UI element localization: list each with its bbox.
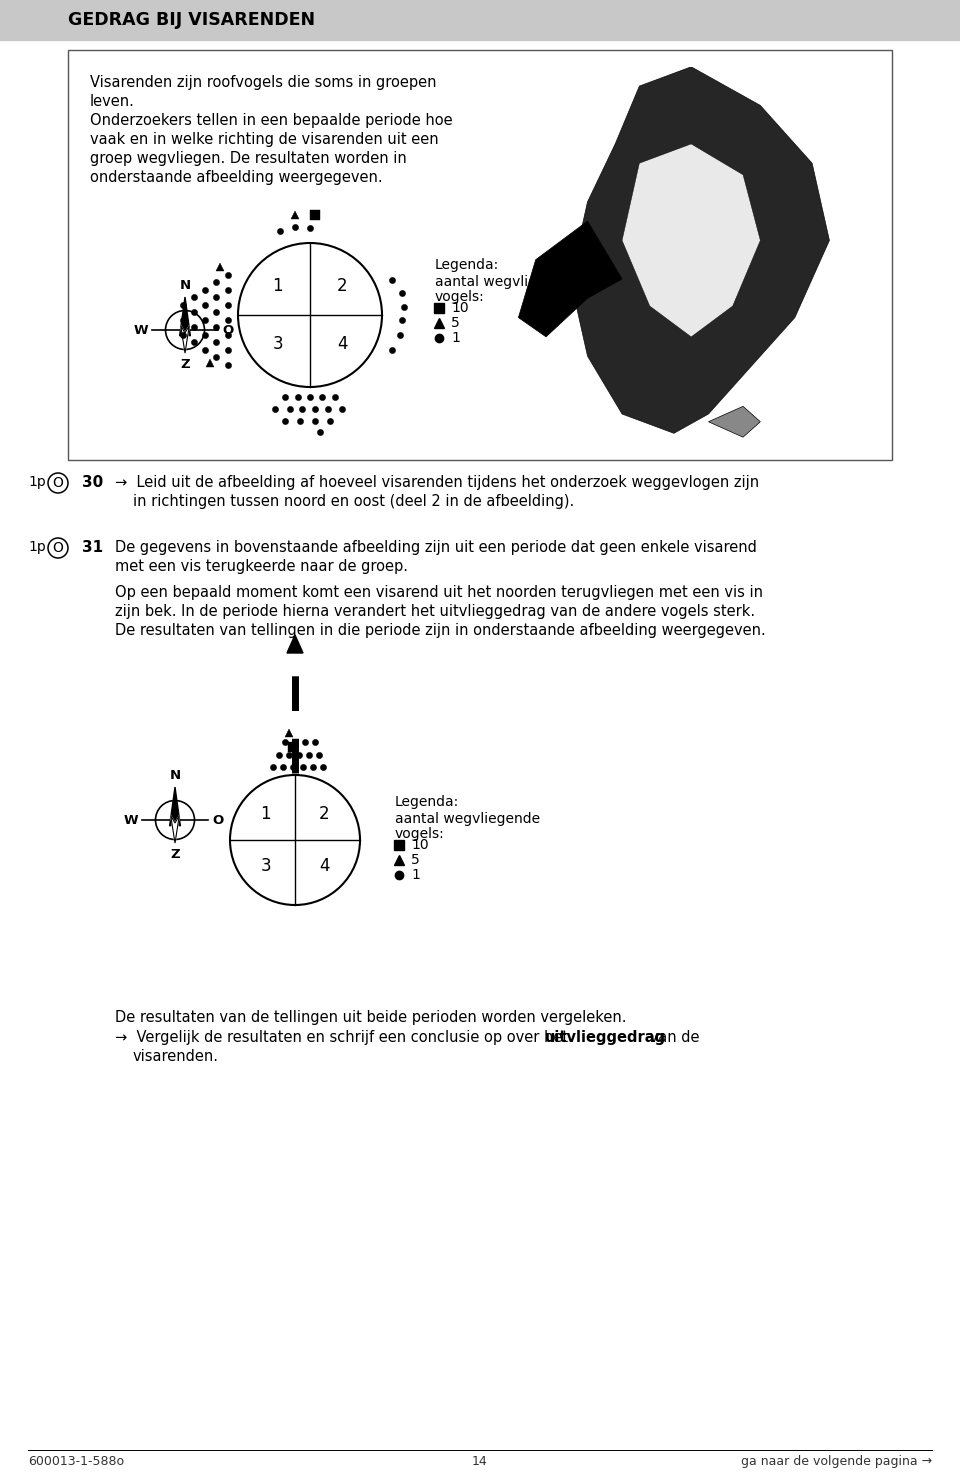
Circle shape: [48, 539, 68, 558]
Text: leven.: leven.: [90, 93, 134, 108]
Text: →  Vergelijk de resultaten en schrijf een conclusie op over het: → Vergelijk de resultaten en schrijf een…: [115, 1030, 573, 1045]
Text: 30: 30: [82, 475, 104, 490]
Text: 2: 2: [337, 278, 348, 295]
Text: in richtingen tussen noord en oost (deel 2 in de afbeelding).: in richtingen tussen noord en oost (deel…: [133, 494, 574, 509]
Text: aantal wegvliegende: aantal wegvliegende: [395, 812, 540, 827]
Text: N: N: [169, 769, 180, 782]
Text: N: N: [180, 279, 191, 292]
Text: 1: 1: [260, 804, 271, 824]
Polygon shape: [287, 635, 303, 653]
Polygon shape: [180, 297, 190, 335]
PathPatch shape: [622, 144, 760, 337]
Text: Op een bepaald moment komt een visarend uit het noorden terugvliegen met een vis: Op een bepaald moment komt een visarend …: [115, 585, 763, 600]
Text: 10: 10: [411, 838, 428, 852]
Text: 5: 5: [411, 853, 420, 867]
Text: zijn bek. In de periode hierna verandert het uitvlieggedrag van de andere vogels: zijn bek. In de periode hierna verandert…: [115, 604, 756, 619]
Text: groep wegvliegen. De resultaten worden in: groep wegvliegen. De resultaten worden i…: [90, 151, 407, 166]
Text: vogels:: vogels:: [435, 289, 485, 304]
Text: →  Leid uit de afbeelding af hoeveel visarenden tijdens het onderzoek weggevloge: → Leid uit de afbeelding af hoeveel visa…: [115, 475, 759, 490]
Text: O: O: [53, 476, 63, 490]
Text: Legenda:: Legenda:: [395, 795, 459, 809]
Text: Z: Z: [170, 847, 180, 861]
Text: O: O: [53, 542, 63, 555]
Text: van de: van de: [645, 1030, 700, 1045]
Bar: [68, 50, 892, 460]
Circle shape: [238, 243, 382, 387]
Text: O: O: [222, 324, 233, 337]
Circle shape: [230, 775, 360, 905]
PathPatch shape: [518, 221, 622, 337]
Text: 600013-1-588o: 600013-1-588o: [28, 1454, 124, 1468]
PathPatch shape: [570, 67, 829, 433]
Text: 1: 1: [273, 278, 283, 295]
Text: 4: 4: [319, 856, 329, 876]
Text: 14: 14: [472, 1454, 488, 1468]
Circle shape: [156, 800, 195, 840]
Text: W: W: [133, 324, 148, 337]
Text: W: W: [124, 813, 138, 827]
Text: 1p: 1p: [28, 475, 46, 490]
Polygon shape: [171, 816, 180, 843]
Text: GEDRAG BIJ VISARENDEN: GEDRAG BIJ VISARENDEN: [68, 10, 315, 30]
Text: ga naar de volgende pagina →: ga naar de volgende pagina →: [741, 1454, 932, 1468]
Circle shape: [165, 310, 204, 350]
Text: onderstaande afbeelding weergegeven.: onderstaande afbeelding weergegeven.: [90, 171, 383, 186]
PathPatch shape: [708, 407, 760, 438]
Text: 1p: 1p: [28, 540, 46, 554]
Text: 2: 2: [319, 804, 329, 824]
Text: 10: 10: [451, 301, 468, 315]
Text: uitvlieggedrag: uitvlieggedrag: [545, 1030, 666, 1045]
Bar: [0, 0, 960, 40]
Text: De resultaten van tellingen in die periode zijn in onderstaande afbeelding weerg: De resultaten van tellingen in die perio…: [115, 623, 766, 638]
Polygon shape: [180, 325, 189, 353]
Text: De resultaten van de tellingen uit beide perioden worden vergeleken.: De resultaten van de tellingen uit beide…: [115, 1011, 627, 1025]
Text: 1: 1: [451, 331, 460, 344]
Text: Z: Z: [180, 358, 190, 371]
Text: vaak en in welke richting de visarenden uit een: vaak en in welke richting de visarenden …: [90, 132, 439, 147]
Text: 1: 1: [411, 868, 420, 881]
Text: vogels:: vogels:: [395, 827, 444, 841]
Text: visarenden.: visarenden.: [133, 1049, 219, 1064]
Text: Onderzoekers tellen in een bepaalde periode hoe: Onderzoekers tellen in een bepaalde peri…: [90, 113, 452, 128]
Text: De gegevens in bovenstaande afbeelding zijn uit een periode dat geen enkele visa: De gegevens in bovenstaande afbeelding z…: [115, 540, 756, 555]
Text: 3: 3: [273, 335, 283, 353]
Text: 3: 3: [260, 856, 271, 876]
Text: aantal wegvliegende: aantal wegvliegende: [435, 275, 580, 289]
Circle shape: [48, 473, 68, 493]
Text: Visarenden zijn roofvogels die soms in groepen: Visarenden zijn roofvogels die soms in g…: [90, 76, 437, 91]
Text: met een vis terugkeerde naar de groep.: met een vis terugkeerde naar de groep.: [115, 559, 408, 574]
Text: Legenda:: Legenda:: [435, 258, 499, 272]
Text: O: O: [212, 813, 224, 827]
Text: 31: 31: [82, 540, 103, 555]
Polygon shape: [170, 787, 180, 827]
Text: 5: 5: [451, 316, 460, 329]
Text: 4: 4: [337, 335, 348, 353]
